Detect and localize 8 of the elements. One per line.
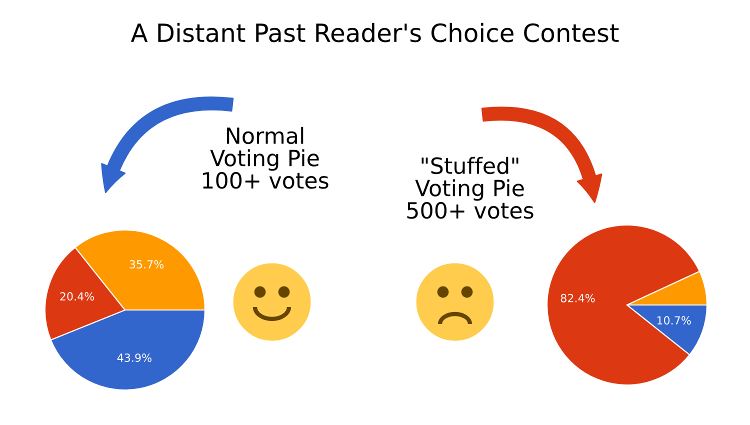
data-label: 10.7% [657,316,691,325]
data-label: 82.4% [560,294,595,302]
data-label: 20.4% [60,292,94,301]
data-label: 43.9% [117,354,152,362]
text: A Distant Past Reader's Choice Contest [130,22,619,42]
chart-subtitle: "Stuffed" Voting Pie 500+ votes [407,156,534,219]
text: Normal Voting Pie 100+ votes [203,126,328,189]
data-label: 35.7% [130,260,164,269]
